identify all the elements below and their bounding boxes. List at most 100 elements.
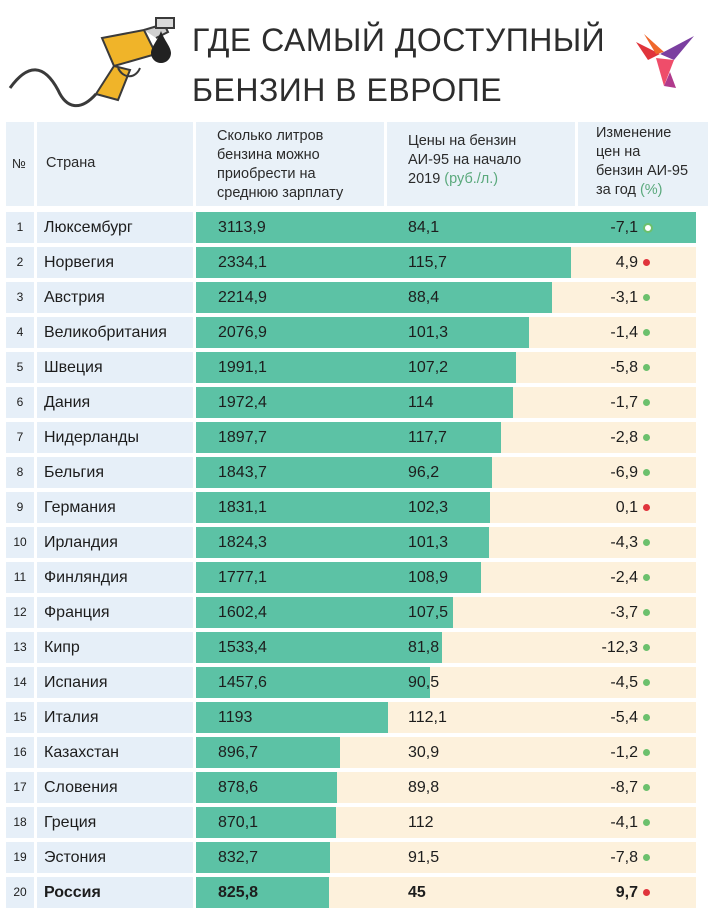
row-country: Люксембург (37, 212, 193, 243)
table-row: 19 Эстония 832,7 91,5 -7,8 (0, 842, 720, 873)
header-change-line: за год (%) (596, 181, 708, 200)
change-value: -5,4 (610, 709, 638, 726)
liters-value: 2076,9 (218, 324, 267, 341)
liters-bar (196, 702, 388, 733)
row-track: 1533,4 81,8 -12,3 (196, 632, 696, 663)
row-track: 896,7 30,9 -1,2 (196, 737, 696, 768)
change-value: -2,8 (610, 429, 638, 446)
liters-value: 896,7 (218, 744, 259, 761)
header-change: Изменение цен на бензин АИ-95 за год (%) (578, 122, 708, 206)
row-rank: 2 (6, 247, 34, 278)
liters-value: 3113,9 (218, 219, 266, 236)
price-value: 117,7 (408, 429, 447, 446)
row-track: 1457,6 90,5 -4,5 (196, 667, 696, 698)
change-value: -1,7 (610, 394, 638, 411)
price-value: 30,9 (408, 744, 440, 761)
title-line-2: БЕНЗИН В ЕВРОПЕ (192, 72, 503, 108)
liters-value: 1972,4 (218, 394, 267, 411)
price-value: 101,3 (408, 324, 449, 341)
row-rank: 10 (6, 527, 34, 558)
price-down-dot-icon (643, 434, 650, 441)
row-rank: 5 (6, 352, 34, 383)
row-country: Испания (37, 667, 193, 698)
row-track: 1843,7 96,2 -6,9 (196, 457, 696, 488)
row-rank: 1 (6, 212, 34, 243)
table-row: 1 Люксембург 3113,9 84,1 -7,1 (0, 212, 720, 243)
change-value: -3,1 (610, 289, 638, 306)
row-country: Россия (37, 877, 193, 908)
change-value: -1,4 (610, 324, 638, 341)
fuel-pump-icon (8, 17, 175, 107)
liters-bar (196, 842, 330, 873)
liters-value: 1831,1 (218, 499, 267, 516)
price-down-dot-icon (643, 539, 650, 546)
price-value: 88,4 (408, 289, 440, 306)
price-value: 107,5 (408, 604, 449, 621)
header-price-line: 2019 (руб./л.) (408, 170, 575, 189)
header-liters-line: бензина можно (217, 147, 320, 163)
row-track: 3113,9 84,1 -7,1 (196, 212, 696, 243)
row-rank: 13 (6, 632, 34, 663)
row-track: 1777,1 108,9 -2,4 (196, 562, 696, 593)
row-country: Ирландия (37, 527, 193, 558)
price-value: 91,5 (408, 849, 440, 866)
change-value: 0,1 (615, 499, 638, 516)
price-down-dot-icon (643, 329, 650, 336)
table-row: 13 Кипр 1533,4 81,8 -12,3 (0, 632, 720, 663)
row-country: Германия (37, 492, 193, 523)
row-rank: 12 (6, 597, 34, 628)
liters-bar (196, 632, 443, 663)
row-rank: 9 (6, 492, 34, 523)
table-row: 3 Австрия 2214,9 88,4 -3,1 (0, 282, 720, 313)
row-rank: 16 (6, 737, 34, 768)
liters-bar (196, 352, 516, 383)
row-rank: 3 (6, 282, 34, 313)
row-rank: 11 (6, 562, 34, 593)
column-headers: № Страна Сколько литров бензина можно пр… (0, 122, 720, 206)
liters-bar (196, 737, 340, 768)
row-country: Эстония (37, 842, 193, 873)
table-row: 4 Великобритания 2076,9 101,3 -1,4 (0, 317, 720, 348)
price-down-dot-icon (643, 749, 650, 756)
row-country: Греция (37, 807, 193, 838)
row-track: 870,1 112 -4,1 (196, 807, 696, 838)
row-track: 832,7 91,5 -7,8 (196, 842, 696, 873)
liters-bar (196, 597, 454, 628)
price-down-dot-icon (643, 223, 653, 233)
row-track: 825,8 45 9,7 (196, 877, 696, 908)
header-no: № (6, 122, 34, 206)
change-value: -8,7 (610, 779, 638, 796)
liters-bar (196, 282, 552, 313)
header-liters: Сколько литров бензина можно приобрести … (196, 122, 384, 206)
row-rank: 15 (6, 702, 34, 733)
liters-value: 832,7 (218, 849, 259, 866)
liters-bar (196, 527, 489, 558)
change-value: -4,5 (610, 674, 638, 691)
header-change-period: за год (596, 182, 636, 198)
table-row: 20 Россия 825,8 45 9,7 (0, 877, 720, 908)
change-value: -4,3 (610, 534, 638, 551)
change-value: 9,7 (615, 884, 638, 901)
price-up-dot-icon (643, 259, 650, 266)
row-country: Финляндия (37, 562, 193, 593)
row-track: 1972,4 114 -1,7 (196, 387, 696, 418)
liters-value: 878,6 (218, 779, 259, 796)
change-value: -3,7 (610, 604, 638, 621)
row-country: Норвегия (37, 247, 193, 278)
row-track: 1831,1 102,3 0,1 (196, 492, 696, 523)
row-track: 2214,9 88,4 -3,1 (196, 282, 696, 313)
row-country: Дания (37, 387, 193, 418)
price-down-dot-icon (643, 609, 650, 616)
liters-bar (196, 212, 696, 243)
row-country: Кипр (37, 632, 193, 663)
row-rank: 19 (6, 842, 34, 873)
header-country: Страна (37, 122, 193, 206)
change-value: -7,1 (610, 219, 638, 236)
row-rank: 14 (6, 667, 34, 698)
row-rank: 20 (6, 877, 34, 908)
liters-value: 825,8 (218, 884, 259, 901)
row-track: 1602,4 107,5 -3,7 (196, 597, 696, 628)
price-down-dot-icon (643, 784, 650, 791)
row-track: 1824,3 101,3 -4,3 (196, 527, 696, 558)
header-change-line: бензин АИ-95 (596, 163, 689, 179)
